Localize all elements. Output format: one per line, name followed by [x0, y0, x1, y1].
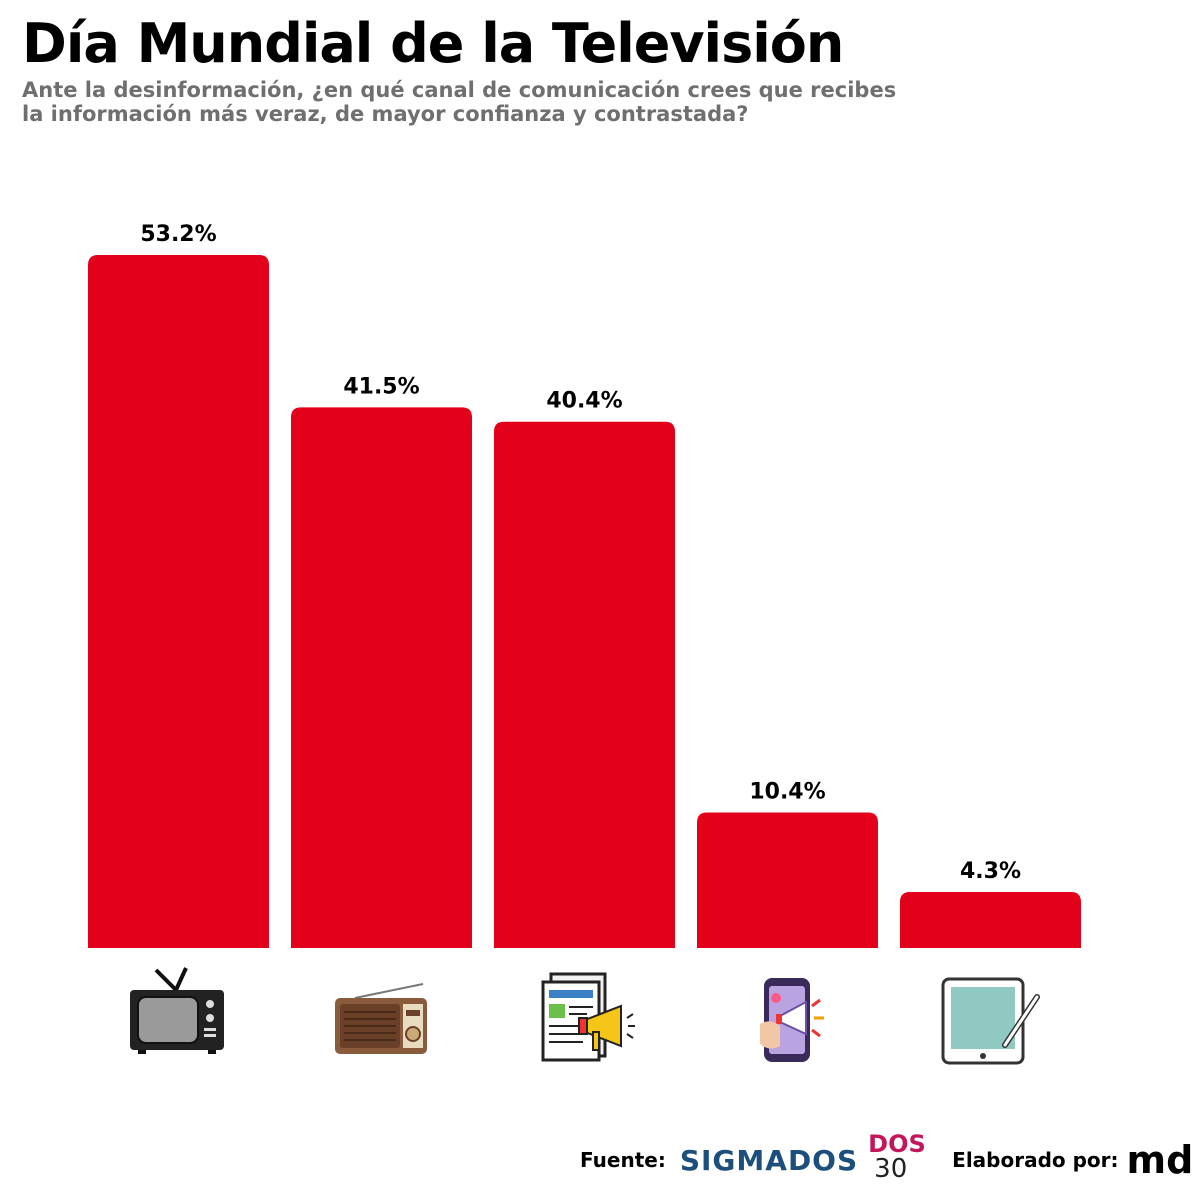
value-label-5: 4.3% [960, 859, 1021, 884]
bars-group [88, 255, 1081, 949]
made-by-label: Elaborado por: [952, 1148, 1119, 1172]
tv-icon [130, 967, 224, 1054]
tablet-icon [941, 977, 1040, 1065]
thirty-logo-text: 30 [874, 1154, 908, 1184]
bar-4 [697, 812, 878, 948]
dos-logo-text: DOS [868, 1130, 926, 1158]
bar-2 [291, 407, 472, 948]
value-label-1: 53.2% [140, 222, 216, 247]
value-label-2: 41.5% [343, 374, 419, 399]
bar-5 [900, 891, 1081, 948]
bar-1 [88, 255, 269, 948]
value-labels-group: 53.2% 41.5% 40.4% 10.4% 4.3% [140, 222, 1021, 884]
footer: Fuente: SIGMADOS DOS 30 Elaborado por: m… [580, 1130, 1193, 1190]
chart-title: Día Mundial de la Televisión [22, 12, 844, 75]
sigmados-logo: SIGMADOS [679, 1143, 859, 1177]
value-label-3: 40.4% [546, 389, 622, 414]
chart-subtitle: Ante la desinformación, ¿en qué canal de… [22, 78, 922, 126]
subtitle-line-2: la información más veraz, de mayor confi… [22, 102, 749, 126]
bar-3 [494, 421, 675, 949]
radio-icon [335, 983, 427, 1054]
bar-chart: 53.2% 41.5% 40.4% 10.4% 4.3% [88, 222, 1081, 1065]
subtitle-line-1: Ante la desinformación, ¿en qué canal de… [22, 78, 897, 102]
dos30-logo: DOS 30 [864, 1130, 926, 1188]
md-logo: md [1126, 1138, 1194, 1182]
source-label: Fuente: [580, 1148, 666, 1172]
social-media-phone-icon [760, 978, 824, 1062]
newspaper-icon [541, 972, 635, 1062]
value-label-4: 10.4% [749, 780, 825, 805]
